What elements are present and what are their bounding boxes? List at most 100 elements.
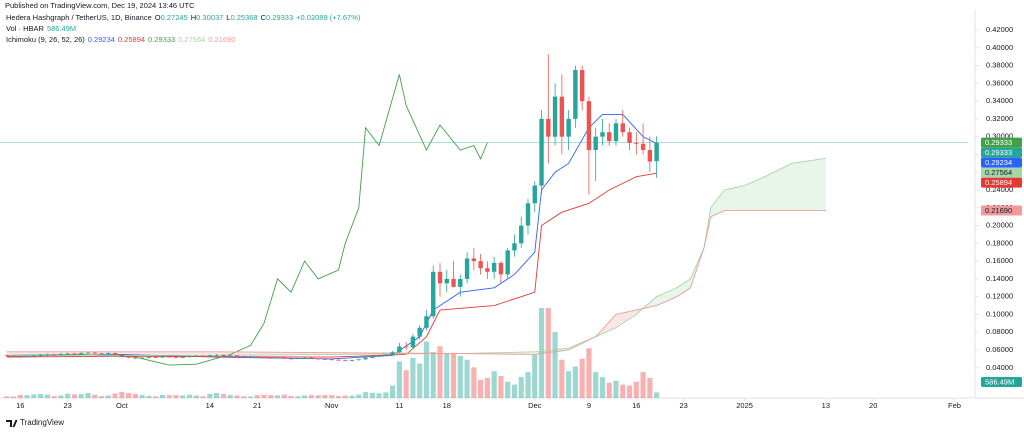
cloud-segment <box>724 185 745 211</box>
candle-body <box>383 354 389 356</box>
candle-body <box>410 336 416 348</box>
price-label: 0.29333 <box>985 148 1012 157</box>
cloud-segment <box>744 176 765 211</box>
indicator-line <box>6 74 488 366</box>
candle-body <box>397 346 402 353</box>
volume-bar <box>362 392 369 398</box>
indicator-value: 0.29333 <box>148 35 176 44</box>
candle-body <box>207 355 213 357</box>
candle-body <box>600 132 605 137</box>
x-tick-label: Nov <box>325 401 339 410</box>
candle-body <box>214 354 219 356</box>
cloud-segment <box>710 190 725 217</box>
y-tick-label: 0.24000 <box>986 185 1013 194</box>
candle-body <box>349 360 355 361</box>
volume-bar <box>525 372 531 398</box>
y-tick-label: 0.04000 <box>986 363 1013 372</box>
price-label: 0.29234 <box>985 158 1012 167</box>
volume-name: Vol · HBAR <box>6 24 44 33</box>
volume-bar <box>85 393 91 398</box>
candle-body <box>24 356 30 358</box>
candle-body <box>471 258 477 262</box>
candle-body <box>31 355 37 357</box>
candle-body <box>437 271 443 284</box>
candle-body <box>512 243 517 251</box>
x-tick-label: 13 <box>822 401 830 410</box>
candle-body <box>255 356 260 358</box>
candle-body <box>634 142 639 144</box>
price-label: 0.25894 <box>985 178 1012 187</box>
candle-body <box>200 355 206 357</box>
legend-volume: Vol · HBAR 586.49M <box>6 24 79 33</box>
candle-body <box>370 356 375 358</box>
ohlc-key: L <box>226 13 231 22</box>
indicator-value: 0.25894 <box>117 35 146 44</box>
candle-body <box>464 258 470 279</box>
candle-body <box>167 356 172 358</box>
y-tick-label: 0.38000 <box>986 61 1013 70</box>
x-tick-label: Oct <box>116 401 129 410</box>
price-label-box <box>981 167 1022 178</box>
candle-body <box>532 185 537 204</box>
candle-body <box>38 354 43 356</box>
candle-body <box>309 357 314 359</box>
candle-body <box>146 357 152 358</box>
volume-bar <box>437 346 443 398</box>
y-tick-label: 0.36000 <box>986 78 1013 87</box>
candle-body <box>72 353 77 355</box>
volume-bar <box>227 395 233 398</box>
volume-bar <box>396 361 402 398</box>
candle-body <box>329 359 334 361</box>
volume-bar <box>281 394 287 398</box>
candle-body <box>45 354 50 356</box>
x-tick-label: 2025 <box>736 401 753 410</box>
candle-body <box>11 355 16 357</box>
candle-body <box>451 278 456 287</box>
volume-bar <box>207 393 213 398</box>
volume-bar <box>241 396 247 398</box>
volume-bar <box>288 395 294 398</box>
volume-bar <box>58 395 64 398</box>
volume-bar <box>38 393 44 398</box>
cloud-segment <box>656 287 677 306</box>
candle-body <box>519 225 524 244</box>
indicator-value: 0.21690 <box>208 35 236 44</box>
volume-bar <box>376 393 382 398</box>
volume-bar <box>234 395 240 398</box>
legend-main: Hedera Hashgraph / TetherUS, 1D, Binance… <box>6 13 363 22</box>
volume-value: 586.49M <box>46 24 77 33</box>
volume-bar <box>146 395 152 398</box>
x-tick-label: Dec <box>528 401 542 410</box>
y-tick-label: 0.30000 <box>986 132 1013 141</box>
volume-bar <box>98 396 105 398</box>
candle-body <box>18 356 23 358</box>
volume-bar <box>200 396 206 398</box>
volume-bar <box>538 308 545 398</box>
volume-bar <box>44 394 50 398</box>
volume-bar <box>71 394 78 398</box>
volume-bar <box>586 348 592 398</box>
y-tick-label: 0.42000 <box>986 25 1013 34</box>
y-tick-label: 0.18000 <box>986 238 1013 247</box>
candle-body <box>573 70 578 119</box>
published-note: Published on TradingView.com, Dec 19, 20… <box>5 1 195 10</box>
volume-bar <box>193 395 199 398</box>
volume-bar <box>566 371 572 398</box>
y-tick-label: 0.14000 <box>986 274 1013 283</box>
volume-bar <box>579 358 585 398</box>
candle-body <box>79 353 84 355</box>
candle-body <box>173 356 179 358</box>
volume-bar <box>444 353 450 398</box>
volume-bar <box>247 396 254 398</box>
volume-bar <box>214 393 220 398</box>
volume-bar <box>173 395 179 398</box>
ohlc-key: O <box>154 13 161 22</box>
volume-bar <box>17 394 23 398</box>
candle-body <box>295 358 301 359</box>
price-label: 0.27564 <box>985 168 1012 177</box>
volume-bar <box>315 395 321 398</box>
volume-bar <box>24 395 30 398</box>
indicator-line <box>6 172 657 358</box>
x-tick-label: 18 <box>443 401 451 410</box>
